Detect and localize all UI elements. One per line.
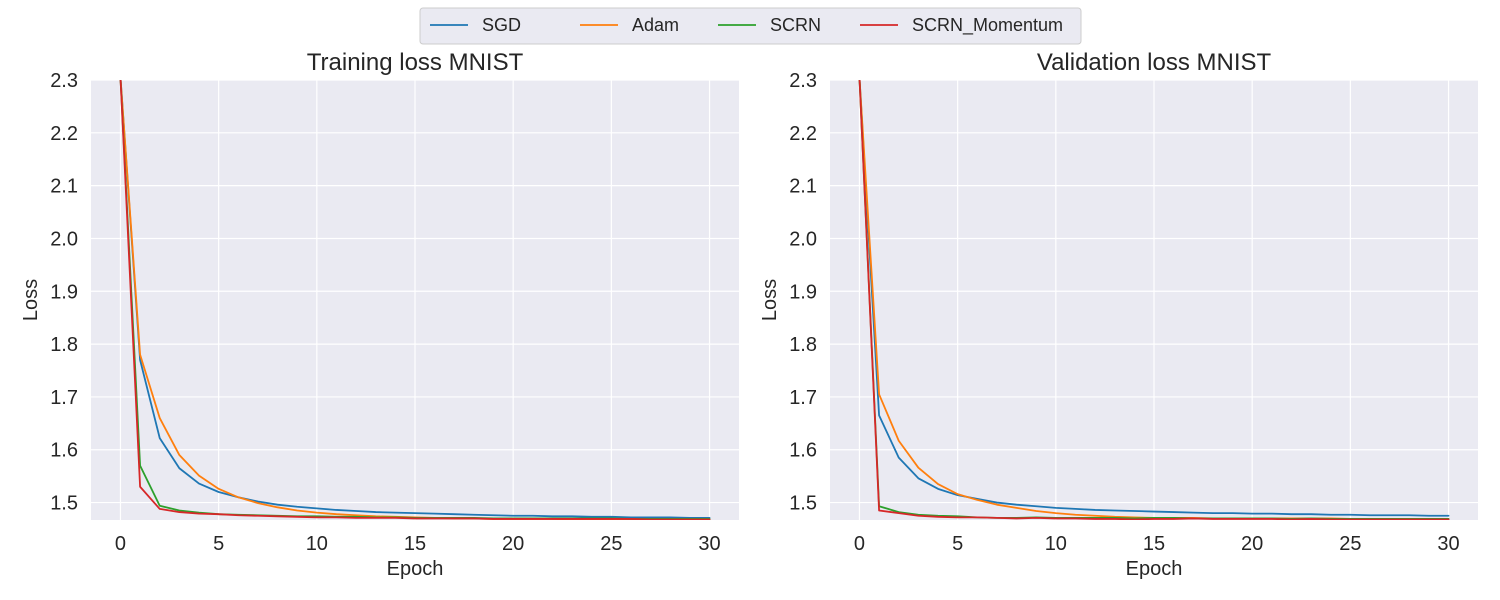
y-tick-label: 1.9 — [50, 281, 78, 303]
legend-label: SCRN — [770, 15, 821, 35]
legend-item-sgd: SGD — [430, 15, 521, 35]
legend-label: SCRN_Momentum — [912, 15, 1063, 36]
x-tick-label: 15 — [1143, 533, 1165, 555]
series-line-scrn-momentum — [858, 80, 1450, 520]
y-tick-label: 1.6 — [50, 440, 78, 462]
x-tick-label: 25 — [1339, 533, 1361, 555]
x-tick-label: 0 — [854, 533, 865, 555]
series-line-sgd — [119, 80, 711, 519]
y-tick-label: 2.0 — [789, 228, 817, 250]
x-axis-label: Epoch — [1126, 558, 1183, 580]
chart-title: Validation loss MNIST — [1037, 49, 1272, 76]
series-group — [858, 80, 1450, 520]
y-tick-label: 1.8 — [50, 334, 78, 356]
grid — [830, 79, 1478, 520]
legend-item-scrn: SCRN — [718, 15, 821, 35]
x-tick-label: 20 — [1241, 533, 1263, 555]
y-tick-label: 1.7 — [50, 387, 78, 409]
legend-item-adam: Adam — [580, 15, 679, 35]
legend-label: SGD — [482, 15, 521, 35]
x-tick-label: 30 — [1437, 533, 1459, 555]
y-tick-label: 1.7 — [789, 387, 817, 409]
x-tick-label: 0 — [115, 533, 126, 555]
x-tick-label: 5 — [213, 533, 224, 555]
legend-label: Adam — [632, 15, 679, 35]
grid — [91, 79, 739, 520]
y-tick-label: 2.0 — [50, 228, 78, 250]
y-axis-label: Loss — [759, 279, 781, 321]
y-tick-label: 2.2 — [50, 123, 78, 145]
series-line-scrn-momentum — [119, 80, 711, 520]
x-tick-label: 10 — [1045, 533, 1067, 555]
y-tick-label: 2.3 — [50, 70, 78, 92]
legend-item-scrn-momentum: SCRN_Momentum — [860, 15, 1063, 36]
series-group — [119, 80, 711, 520]
x-tick-label: 30 — [698, 533, 720, 555]
y-tick-label: 1.6 — [789, 440, 817, 462]
panel-2: 0 5 10 15 20 25 30 1.5 1.6 1.7 1.8 1.9 2.0 2.1 2.2 2.3 V… — [759, 49, 1478, 580]
y-tick-label: 2.1 — [789, 176, 817, 198]
y-tick-label: 2.1 — [50, 176, 78, 198]
y-tick-label: 1.5 — [789, 493, 817, 515]
legend-frame — [419, 7, 1082, 45]
x-tick-label: 20 — [502, 533, 524, 555]
x-axis-label: Epoch — [387, 558, 444, 580]
y-tick-label: 1.5 — [50, 493, 78, 515]
legend: SGD Adam SCRN SCRN_Momentum — [419, 7, 1082, 45]
x-tick-label: 25 — [600, 533, 622, 555]
x-tick-label: 10 — [306, 533, 328, 555]
y-tick-label: 2.3 — [789, 70, 817, 92]
panel-1: 0 5 10 15 20 25 30 1.5 1.6 1.7 1.8 1.9 2.0 2.1 2.2 2.3 T… — [20, 49, 739, 580]
x-tick-label: 15 — [404, 533, 426, 555]
chart-title: Training loss MNIST — [307, 49, 524, 76]
x-tick-label: 5 — [952, 533, 963, 555]
y-axis-label: Loss — [20, 279, 42, 321]
y-tick-label: 2.2 — [789, 123, 817, 145]
series-line-sgd — [858, 80, 1450, 517]
y-tick-label: 1.8 — [789, 334, 817, 356]
y-tick-label: 1.9 — [789, 281, 817, 303]
